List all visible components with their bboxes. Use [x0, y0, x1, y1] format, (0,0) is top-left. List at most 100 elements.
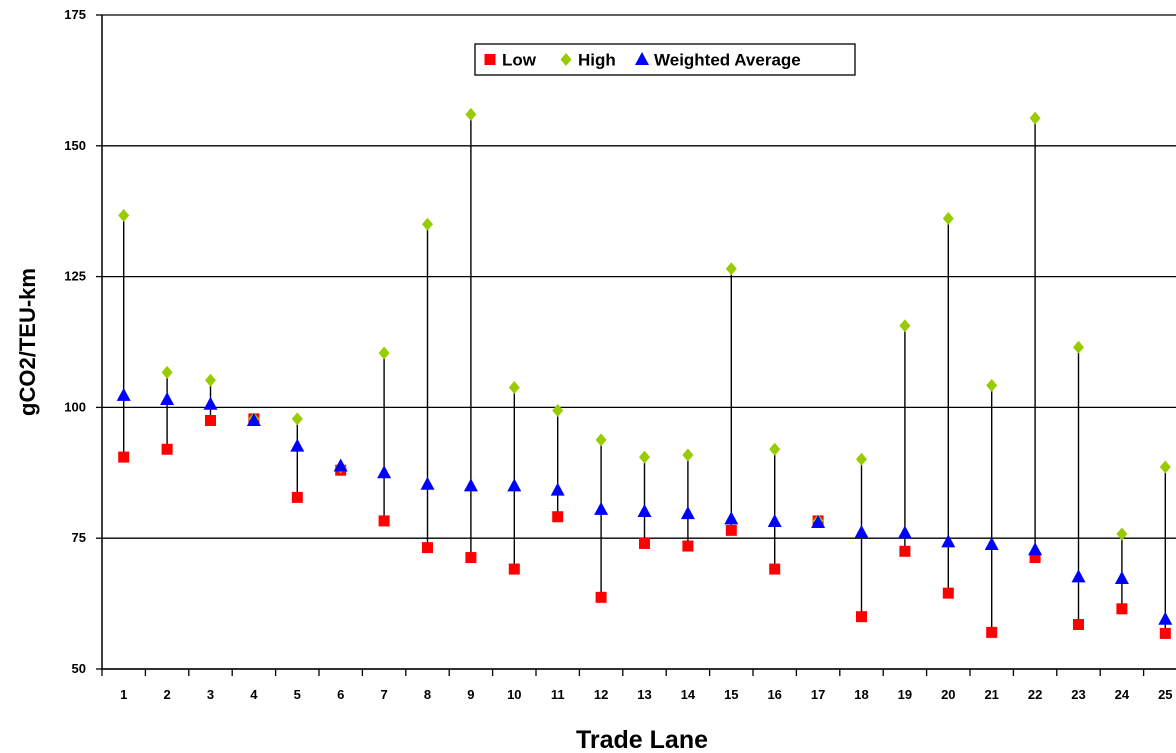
y-tick-label: 75 — [72, 530, 86, 545]
y-tick-label: 100 — [64, 399, 86, 414]
high-marker — [942, 212, 954, 226]
weighted-average-marker — [680, 506, 695, 520]
y-tick-label: 150 — [64, 138, 86, 153]
weighted-average-marker — [116, 387, 131, 401]
high-marker — [856, 452, 867, 466]
weighted-average-marker — [160, 392, 175, 406]
x-tick-label: 1 — [120, 687, 127, 702]
high-marker — [465, 107, 477, 121]
x-tick-label: 12 — [594, 687, 608, 702]
legend-low-marker — [484, 54, 496, 65]
x-tick-label: 5 — [294, 687, 301, 702]
x-tick-label: 10 — [507, 687, 521, 702]
low-marker — [856, 611, 867, 623]
low-marker — [899, 545, 911, 557]
range-lines — [122, 114, 1167, 634]
high-marker — [552, 404, 564, 418]
x-tick-label: 9 — [467, 687, 474, 702]
high-marker — [291, 412, 303, 426]
low-marker — [378, 515, 390, 527]
x-tick-label: 6 — [337, 687, 344, 702]
low-marker — [422, 542, 433, 554]
legend-weighted-average-label: Weighted Average — [654, 51, 801, 70]
x-tick-label: 23 — [1071, 687, 1085, 702]
high-marker — [769, 442, 781, 456]
x-tick-label: 17 — [811, 687, 825, 702]
high-marker — [205, 373, 216, 387]
weighted-average-marker — [1071, 569, 1086, 583]
x-tick-label: 19 — [898, 687, 912, 702]
x-tick-label: 7 — [380, 687, 387, 702]
low-marker — [161, 443, 173, 455]
weighted-average-marker — [463, 478, 478, 492]
data-markers — [116, 107, 1173, 639]
high-marker — [161, 365, 173, 379]
x-tick-label: 25 — [1158, 687, 1172, 702]
x-tick-label: 18 — [854, 687, 868, 702]
weighted-average-marker — [594, 501, 609, 515]
weighted-average-marker — [811, 515, 826, 529]
low-marker — [639, 537, 650, 549]
x-tick-label: 20 — [941, 687, 955, 702]
weighted-average-marker — [767, 513, 782, 527]
low-marker — [769, 563, 781, 575]
x-tick-label: 8 — [424, 687, 431, 702]
high-marker — [595, 433, 607, 447]
y-tick-label: 175 — [64, 7, 86, 22]
y-axis-title: gCO2/TEU-km — [15, 268, 40, 416]
low-marker — [942, 587, 954, 599]
y-tick-label: 50 — [72, 661, 86, 676]
high-marker — [1159, 460, 1171, 474]
x-tick-label: 11 — [551, 687, 565, 702]
legend-high-marker — [560, 53, 572, 66]
weighted-average-marker — [984, 536, 999, 550]
low-marker — [205, 414, 216, 426]
high-marker — [682, 448, 694, 462]
weighted-average-marker — [1114, 570, 1129, 584]
high-marker — [986, 378, 998, 392]
x-tick-label: 22 — [1028, 687, 1042, 702]
high-marker — [118, 208, 130, 222]
high-marker — [639, 450, 650, 464]
low-marker — [1073, 619, 1084, 631]
high-marker — [1029, 111, 1041, 125]
weighted-average-marker — [290, 438, 305, 452]
x-tick-label: 16 — [767, 687, 781, 702]
x-tick-label: 2 — [163, 687, 170, 702]
low-marker — [682, 540, 694, 552]
weighted-average-marker — [897, 525, 912, 539]
low-marker — [1116, 603, 1128, 615]
weighted-average-marker — [1158, 611, 1173, 625]
weighted-average-marker — [637, 504, 652, 518]
legend-box — [474, 43, 856, 76]
weighted-average-marker — [854, 524, 869, 538]
low-marker — [1029, 552, 1041, 564]
low-marker — [118, 451, 130, 463]
high-marker — [1116, 527, 1128, 541]
legend-high-label: High — [578, 51, 616, 70]
weighted-average-marker — [246, 412, 261, 426]
low-marker — [1159, 627, 1171, 639]
weighted-average-marker — [724, 511, 739, 525]
weighted-average-marker — [507, 478, 522, 492]
weighted-average-marker — [203, 396, 218, 410]
gridlines — [102, 14, 1176, 670]
x-tick-label: 21 — [984, 687, 998, 702]
high-marker — [508, 381, 520, 395]
weighted-average-marker — [1028, 542, 1043, 556]
x-tick-label: 4 — [250, 687, 258, 702]
low-marker — [291, 491, 303, 503]
x-tick-label: 13 — [637, 687, 651, 702]
weighted-average-marker — [377, 465, 392, 479]
high-marker — [422, 217, 433, 231]
high-marker — [378, 346, 390, 360]
x-tick-label: 15 — [724, 687, 738, 702]
low-marker — [986, 626, 998, 638]
high-marker — [899, 319, 911, 333]
low-marker — [725, 524, 737, 536]
high-marker — [1073, 340, 1084, 354]
x-axis-title: Trade Lane — [576, 726, 708, 753]
